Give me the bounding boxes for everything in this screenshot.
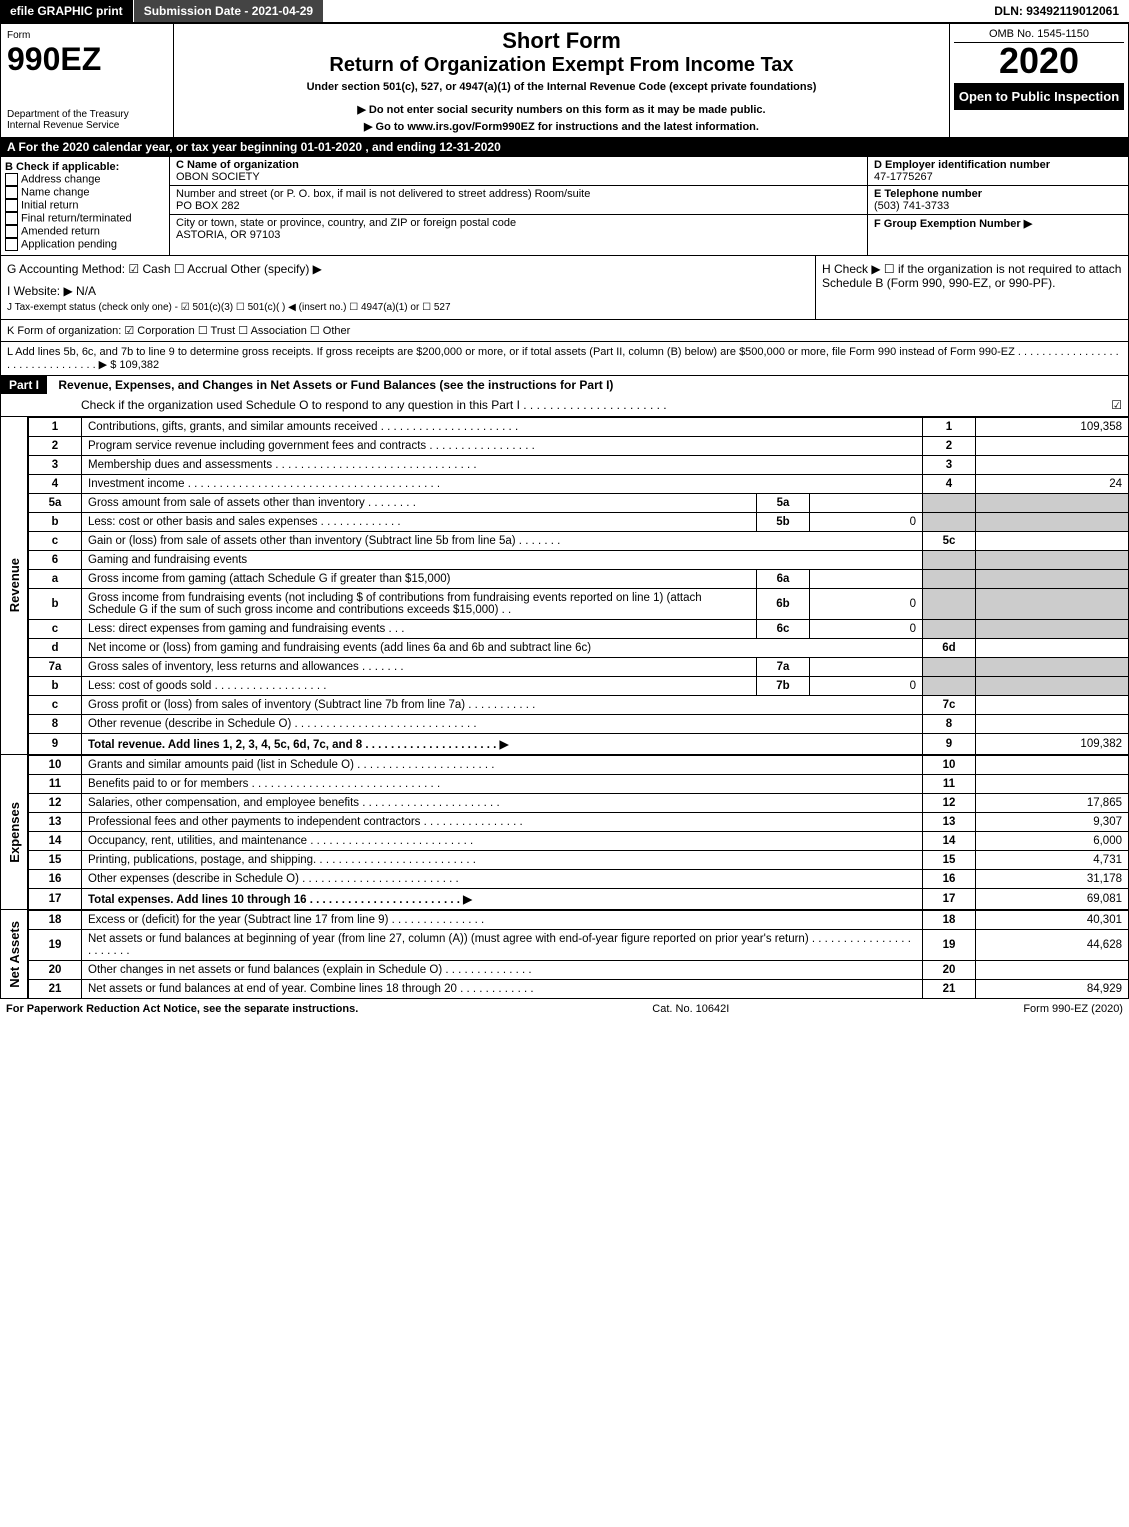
dept-label: Department of the Treasury (7, 109, 167, 120)
table-row: 21Net assets or fund balances at end of … (29, 980, 1129, 999)
table-row: 15Printing, publications, postage, and s… (29, 851, 1129, 870)
part-1-title: Revenue, Expenses, and Changes in Net As… (50, 378, 613, 392)
form-number: 990EZ (7, 41, 167, 78)
page-footer: For Paperwork Reduction Act Notice, see … (0, 999, 1129, 1019)
efile-print-button[interactable]: efile GRAPHIC print (0, 0, 134, 22)
table-row: 2Program service revenue including gover… (29, 437, 1129, 456)
org-city: ASTORIA, OR 97103 (176, 229, 280, 241)
form-label: Form (7, 30, 167, 41)
table-row: 16Other expenses (describe in Schedule O… (29, 870, 1129, 889)
form-of-org: K Form of organization: ☑ Corporation ☐ … (0, 320, 1129, 342)
public-inspection-badge: Open to Public Inspection (954, 83, 1124, 110)
tax-year-band: A For the 2020 calendar year, or tax yea… (0, 138, 1129, 157)
table-row: 20Other changes in net assets or fund ba… (29, 961, 1129, 980)
table-row: 1Contributions, gifts, grants, and simil… (29, 418, 1129, 437)
check-name-change[interactable]: Name change (5, 186, 165, 199)
table-row: 10Grants and similar amounts paid (list … (29, 756, 1129, 775)
part-1-tag: Part I (1, 376, 47, 394)
entity-info-box: B Check if applicable: Address change Na… (0, 157, 1129, 256)
box-e-label: E Telephone number (874, 188, 982, 200)
website-line: I Website: ▶ N/A (7, 284, 809, 298)
org-name: OBON SOCIETY (176, 171, 260, 183)
revenue-table: 1Contributions, gifts, grants, and simil… (28, 417, 1129, 755)
expenses-table: 10Grants and similar amounts paid (list … (28, 755, 1129, 910)
tax-exempt-status: J Tax-exempt status (check only one) - ☑… (7, 302, 809, 313)
netassets-table: 18Excess or (deficit) for the year (Subt… (28, 910, 1129, 999)
form-header: Form 990EZ Department of the Treasury In… (0, 23, 1129, 138)
check-initial-return[interactable]: Initial return (5, 199, 165, 212)
city-label: City or town, state or province, country… (176, 217, 516, 229)
table-row: 19Net assets or fund balances at beginni… (29, 930, 1129, 961)
table-row: aGross income from gaming (attach Schedu… (29, 570, 1129, 589)
table-row: bGross income from fundraising events (n… (29, 589, 1129, 620)
gh-row: G Accounting Method: ☑ Cash ☐ Accrual Ot… (0, 256, 1129, 320)
table-row: 7aGross sales of inventory, less returns… (29, 658, 1129, 677)
table-row: 12Salaries, other compensation, and empl… (29, 794, 1129, 813)
schedule-b-check: H Check ▶ ☐ if the organization is not r… (816, 256, 1128, 319)
form-subtitle: Return of Organization Exempt From Incom… (184, 54, 939, 77)
table-row: 4Investment income . . . . . . . . . . .… (29, 475, 1129, 494)
ssn-warning: ▶ Do not enter social security numbers o… (184, 103, 939, 116)
table-row: 11Benefits paid to or for members . . . … (29, 775, 1129, 794)
phone-value: (503) 741-3733 (874, 200, 949, 212)
table-row: bLess: cost of goods sold . . . . . . . … (29, 677, 1129, 696)
box-c-label: C Name of organization (176, 159, 299, 171)
box-f-label: F Group Exemption Number ▶ (874, 218, 1032, 230)
form-title: Short Form (184, 28, 939, 54)
part-1-sub: Check if the organization used Schedule … (81, 398, 667, 412)
expenses-side-label: Expenses (7, 802, 22, 863)
check-final-return[interactable]: Final return/terminated (5, 212, 165, 225)
table-row: 3Membership dues and assessments . . . .… (29, 456, 1129, 475)
top-toolbar: efile GRAPHIC print Submission Date - 20… (0, 0, 1129, 23)
submission-date-button[interactable]: Submission Date - 2021-04-29 (134, 0, 323, 22)
box-d-label: D Employer identification number (874, 159, 1050, 171)
table-row: 9Total revenue. Add lines 1, 2, 3, 4, 5c… (29, 734, 1129, 755)
table-row: dNet income or (loss) from gaming and fu… (29, 639, 1129, 658)
revenue-side-label: Revenue (7, 558, 22, 612)
dln-label: DLN: 93492119012061 (984, 0, 1129, 22)
table-row: cGain or (loss) from sale of assets othe… (29, 532, 1129, 551)
table-row: 13Professional fees and other payments t… (29, 813, 1129, 832)
table-row: bLess: cost or other basis and sales exp… (29, 513, 1129, 532)
check-application-pending[interactable]: Application pending (5, 238, 165, 251)
paperwork-notice: For Paperwork Reduction Act Notice, see … (6, 1003, 358, 1015)
table-row: 17Total expenses. Add lines 10 through 1… (29, 889, 1129, 910)
table-row: cGross profit or (loss) from sales of in… (29, 696, 1129, 715)
addr-label: Number and street (or P. O. box, if mail… (176, 188, 590, 200)
part-1-header: Part I Revenue, Expenses, and Changes in… (0, 376, 1129, 417)
table-row: 5aGross amount from sale of assets other… (29, 494, 1129, 513)
check-address-change[interactable]: Address change (5, 173, 165, 186)
org-address: PO BOX 282 (176, 200, 240, 212)
table-row: 18Excess or (deficit) for the year (Subt… (29, 911, 1129, 930)
ein-value: 47-1775267 (874, 171, 933, 183)
goto-link[interactable]: ▶ Go to www.irs.gov/Form990EZ for instru… (184, 120, 939, 133)
box-b-header: B Check if applicable: (5, 161, 165, 173)
line-l: L Add lines 5b, 6c, and 7b to line 9 to … (0, 342, 1129, 376)
cat-no: Cat. No. 10642I (652, 1003, 729, 1015)
accounting-method: G Accounting Method: ☑ Cash ☐ Accrual Ot… (7, 262, 809, 276)
part-1-check: ☑ (1111, 398, 1122, 412)
table-row: cLess: direct expenses from gaming and f… (29, 620, 1129, 639)
table-row: 6Gaming and fundraising events (29, 551, 1129, 570)
netassets-side-label: Net Assets (7, 921, 22, 988)
check-amended-return[interactable]: Amended return (5, 225, 165, 238)
form-under: Under section 501(c), 527, or 4947(a)(1)… (184, 81, 939, 93)
tax-year: 2020 (954, 43, 1124, 79)
table-row: 8Other revenue (describe in Schedule O) … (29, 715, 1129, 734)
form-ref: Form 990-EZ (2020) (1023, 1003, 1123, 1015)
table-row: 14Occupancy, rent, utilities, and mainte… (29, 832, 1129, 851)
irs-label: Internal Revenue Service (7, 120, 167, 131)
